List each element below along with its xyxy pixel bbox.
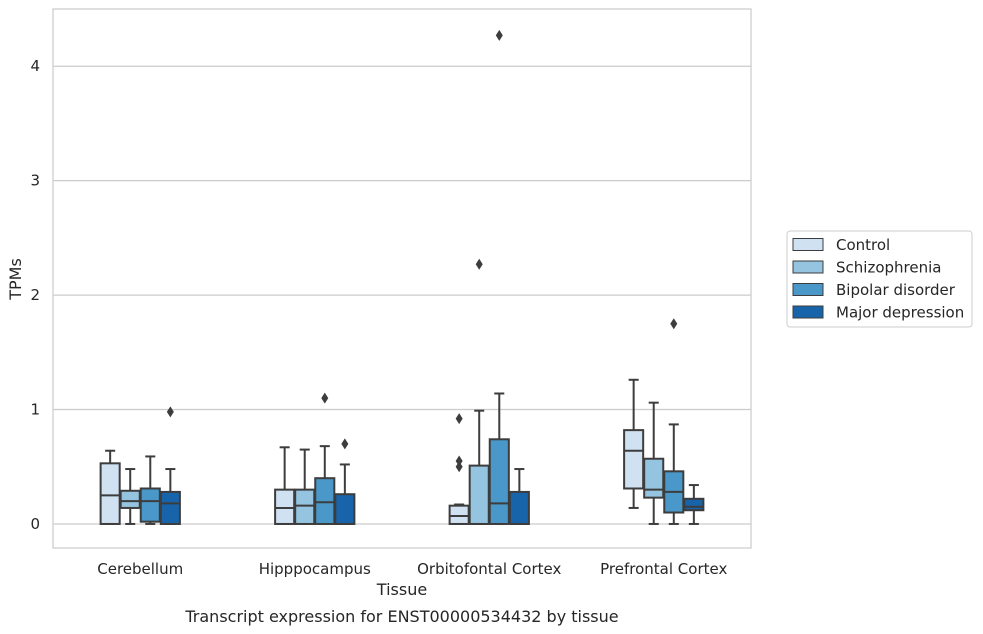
outlier-point xyxy=(455,461,463,473)
legend-item: Major depression xyxy=(792,304,964,322)
y-tick-label: 1 xyxy=(30,401,40,419)
x-tick-labels: Cerebellum Hipppocampus Orbitofontal Corte… xyxy=(97,560,727,578)
y-tick-label: 0 xyxy=(30,515,40,533)
box-body xyxy=(468,464,490,525)
series-control xyxy=(99,378,645,525)
y-tick-label: 4 xyxy=(30,57,40,75)
box-body xyxy=(159,490,181,525)
box xyxy=(488,29,510,525)
legend-item: Schizophrenia xyxy=(792,259,941,277)
box xyxy=(159,406,181,525)
chart-caption: Transcript expression for ENST0000053443… xyxy=(184,607,618,626)
box-series xyxy=(99,29,705,525)
legend-item: Control xyxy=(792,236,890,254)
legend-item: Bipolar disorder xyxy=(792,281,956,299)
series-major-depression xyxy=(159,406,705,525)
y-tick-labels: 0 1 2 3 4 xyxy=(30,57,40,533)
box xyxy=(683,484,705,525)
box xyxy=(99,449,121,525)
outlier-point xyxy=(455,413,463,425)
legend-swatch xyxy=(792,283,824,296)
box-body xyxy=(683,497,705,512)
box-body xyxy=(294,488,316,525)
y-axis-label: TPMs xyxy=(6,258,25,301)
outlier-point xyxy=(455,455,463,467)
box xyxy=(448,413,470,525)
series-bipolar-disorder xyxy=(139,29,685,525)
box-body xyxy=(99,462,121,525)
legend-swatch xyxy=(792,260,824,274)
box-body xyxy=(623,429,645,490)
box-body xyxy=(508,490,530,525)
box xyxy=(119,468,141,525)
y-tick-label: 3 xyxy=(30,172,40,190)
box xyxy=(663,318,685,525)
box xyxy=(274,446,296,525)
box xyxy=(314,392,336,525)
box xyxy=(294,448,316,525)
x-tick-label: Orbitofontal Cortex xyxy=(417,560,561,578)
box xyxy=(623,378,645,509)
legend-label: Control xyxy=(836,236,890,254)
legend-swatch xyxy=(792,305,824,319)
legend-frame xyxy=(786,230,973,328)
box-body xyxy=(274,488,296,525)
box xyxy=(139,455,161,525)
box xyxy=(643,401,665,525)
x-tick-label: Cerebellum xyxy=(97,560,183,578)
box-body xyxy=(119,489,141,509)
x-tick-label: Hipppocampus xyxy=(259,560,371,578)
box-body xyxy=(448,504,470,525)
legend-swatch xyxy=(792,238,824,251)
legend-label: Major depression xyxy=(836,304,964,322)
box-body xyxy=(488,438,510,525)
box xyxy=(508,468,530,525)
y-tick-label: 2 xyxy=(30,286,40,304)
box xyxy=(334,438,356,525)
box-body xyxy=(314,477,336,525)
outlier-point xyxy=(475,258,483,270)
box xyxy=(468,258,490,525)
outlier-point xyxy=(495,29,503,41)
legend-label: Bipolar disorder xyxy=(836,281,956,299)
box-body xyxy=(643,457,665,499)
outlier-point xyxy=(341,438,349,450)
gridlines xyxy=(53,65,751,525)
box-body xyxy=(139,487,161,523)
legend: Control Schizophrenia Bipolar disorder Majo… xyxy=(786,230,973,328)
plot-frame xyxy=(52,8,752,549)
outlier-point xyxy=(321,392,329,404)
series-schizophrenia xyxy=(119,258,665,525)
outlier-point xyxy=(166,406,174,418)
outlier-point xyxy=(670,318,678,330)
legend-label: Schizophrenia xyxy=(836,259,941,277)
x-axis-label: Tissue xyxy=(376,580,427,599)
x-tick-label: Prefrontal Cortex xyxy=(600,560,727,578)
box-body xyxy=(334,493,356,525)
